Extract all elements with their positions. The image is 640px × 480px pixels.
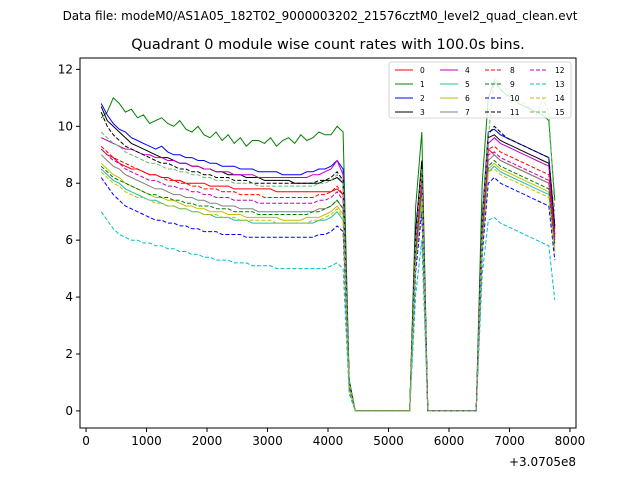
x-tick-label: 8000 — [555, 434, 586, 448]
x-axis: 0 1000 2000 3000 4000 5000 6000 7000 8000 — [82, 428, 585, 448]
legend-label-2: 2 — [420, 94, 425, 103]
legend-label-15: 15 — [555, 108, 565, 117]
x-tick-label: 6000 — [434, 434, 465, 448]
series-line-10 — [100, 176, 556, 412]
y-tick-label: 2 — [65, 347, 73, 361]
legend-label-6: 6 — [465, 94, 470, 103]
legend-label-14: 14 — [555, 94, 565, 103]
legend-label-3: 3 — [420, 108, 425, 117]
y-tick-label: 12 — [58, 62, 73, 76]
x-tick-label: 7000 — [494, 434, 525, 448]
x-tick-label: 5000 — [373, 434, 404, 448]
legend-label-10: 10 — [510, 94, 520, 103]
series-layer — [100, 76, 556, 412]
legend-label-13: 13 — [555, 80, 565, 89]
y-tick-label: 8 — [65, 176, 73, 190]
y-tick-label: 4 — [65, 290, 73, 304]
y-axis: 0 2 4 6 8 10 12 — [58, 62, 80, 418]
suptitle: Data file: modeM0/AS1A05_182T02_90000032… — [63, 9, 578, 23]
legend-label-11: 11 — [510, 108, 520, 117]
y-tick-label: 10 — [58, 119, 73, 133]
series-line-1 — [100, 79, 556, 412]
series-line-12 — [100, 148, 556, 412]
x-tick-label: 3000 — [252, 434, 283, 448]
x-tick-label: 0 — [82, 434, 90, 448]
series-line-4 — [100, 137, 556, 412]
x-tick-label: 4000 — [313, 434, 344, 448]
legend-label-4: 4 — [465, 66, 470, 75]
y-tick-label: 0 — [65, 404, 73, 418]
legend-label-1: 1 — [420, 80, 425, 89]
legend-label-12: 12 — [555, 66, 565, 75]
series-line-11 — [100, 111, 556, 412]
legend-label-7: 7 — [465, 108, 470, 117]
legend-label-5: 5 — [465, 80, 470, 89]
series-line-9 — [100, 159, 556, 412]
series-line-2 — [100, 103, 556, 412]
series-line-7 — [100, 154, 556, 412]
x-tick-label: 1000 — [131, 434, 162, 448]
legend-frame — [388, 61, 572, 119]
series-line-14 — [100, 168, 556, 412]
x-tick-label: 2000 — [192, 434, 223, 448]
legend-label-0: 0 — [420, 66, 425, 75]
series-line-15 — [100, 76, 556, 412]
legend-label-9: 9 — [510, 80, 515, 89]
y-tick-label: 6 — [65, 233, 73, 247]
series-line-8 — [100, 145, 556, 412]
legend-label-8: 8 — [510, 66, 515, 75]
series-line-13 — [100, 211, 556, 412]
x-offset-label: +3.0705e8 — [509, 455, 576, 469]
chart-title: Quadrant 0 module wise count rates with … — [131, 37, 525, 53]
